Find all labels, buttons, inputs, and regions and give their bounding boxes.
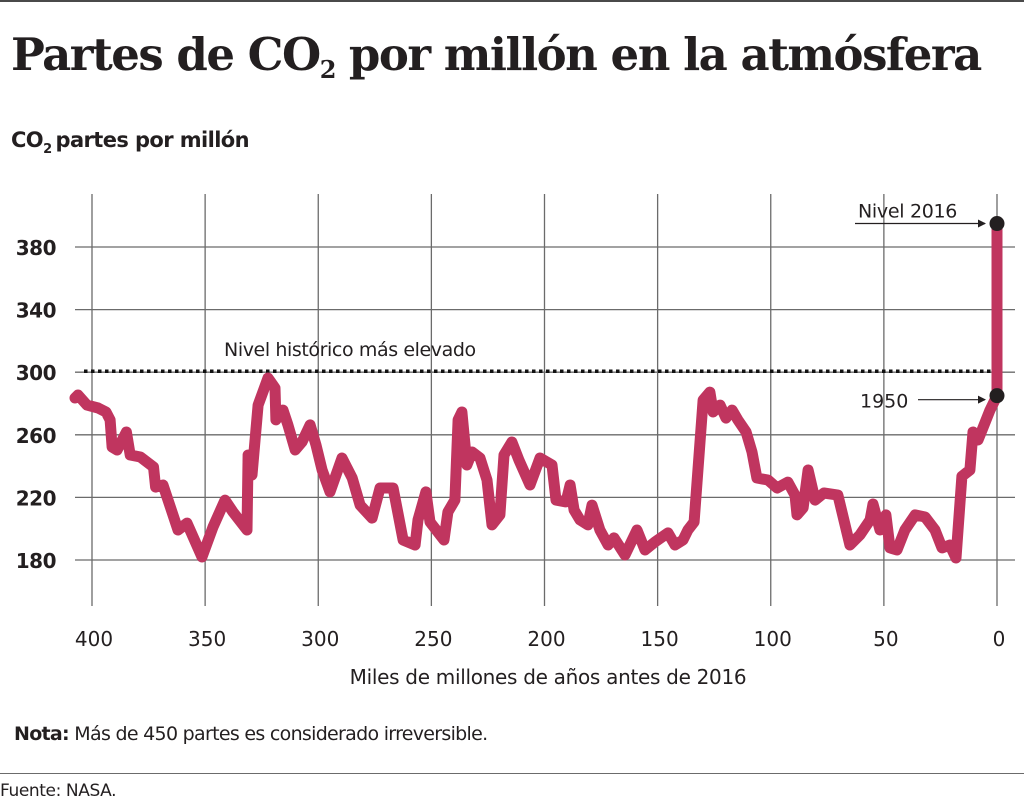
y-tick-label: 300	[16, 361, 56, 385]
marker-nivel-2016	[989, 216, 1005, 232]
y-tick-labels: 180 220 260 300 340 380	[16, 236, 57, 573]
y-tick-label: 220	[16, 486, 56, 510]
x-tick-label: 250	[414, 627, 452, 651]
title-part1: Partes de CO	[11, 28, 321, 81]
marker-1950	[989, 388, 1005, 404]
annotation-label: 1950	[860, 391, 908, 413]
annotations: Nivel 2016 1950	[855, 201, 1005, 413]
chart-title: Partes de CO2 por millón en la atmósfera	[11, 28, 982, 84]
note: Nota: Más de 450 partes es considerado i…	[14, 723, 488, 745]
y-axis-title: CO2 partes por millón	[11, 128, 250, 157]
x-tick-label: 300	[301, 627, 339, 651]
x-tick-label: 400	[75, 627, 113, 651]
y-tick-label: 260	[16, 424, 56, 448]
historic-max-label: Nivel histórico más elevado	[224, 339, 476, 361]
note-label: Nota:	[14, 723, 70, 745]
y-tick-label: 180	[16, 549, 56, 573]
x-tick-label: 50	[873, 627, 898, 651]
subtitle-subscript: 2	[43, 142, 52, 157]
annotation-label: Nivel 2016	[858, 201, 957, 223]
x-axis-label: Miles de millones de años antes de 2016	[350, 665, 747, 689]
x-tick-label: 350	[188, 627, 226, 651]
x-tick-label: 150	[641, 627, 679, 651]
title-subscript: 2	[319, 55, 337, 84]
y-tick-label: 340	[16, 299, 56, 323]
x-tick-label: 100	[754, 627, 792, 651]
subtitle-part1: CO	[11, 128, 44, 152]
source-credit: Fuente: NASA.	[0, 781, 117, 801]
x-tick-label: 200	[527, 627, 565, 651]
chart-area: 180 220 260 300 340 380 400 350 300 250 200 150 100…	[16, 194, 1015, 689]
subtitle-part2: partes por millón	[55, 128, 250, 152]
top-rule	[0, 0, 1024, 2]
bottom-rule	[0, 773, 1024, 774]
x-tick-labels: 400 350 300 250 200 150 100 50 0	[75, 627, 1005, 651]
y-tick-label: 380	[16, 236, 56, 260]
note-text: Más de 450 partes es considerado irrever…	[68, 723, 488, 745]
x-tick-label: 0	[993, 627, 1006, 651]
co2-series-line	[69, 218, 1003, 564]
title-part2: por millón en la atmósfera	[348, 28, 982, 81]
